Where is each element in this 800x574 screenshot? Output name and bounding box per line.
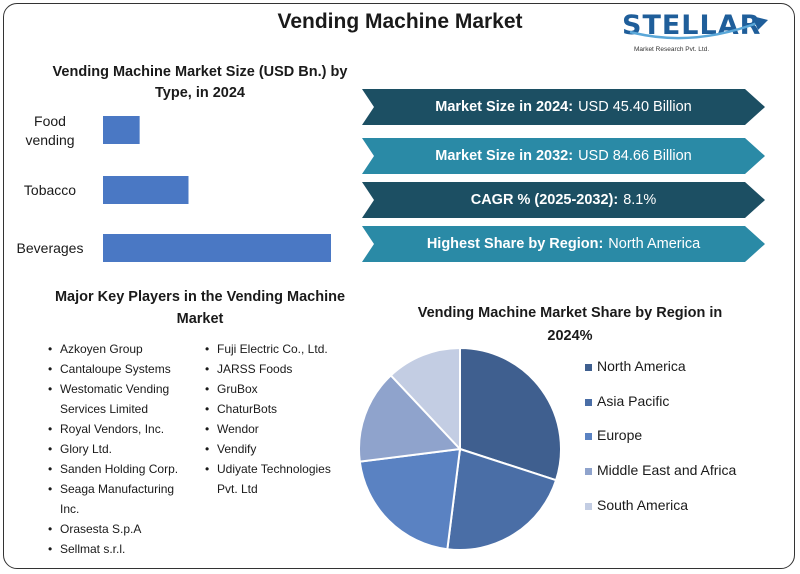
kpi-value: 8.1% xyxy=(623,192,657,208)
logo-subtitle: Market Research Pvt. Ltd. xyxy=(634,46,710,53)
legend-label: North America xyxy=(597,358,686,374)
key-player-item: Orasesta S.p.A xyxy=(48,519,178,539)
logo-arrow-icon xyxy=(629,16,768,40)
legend-item: North America xyxy=(585,358,736,393)
pie-legend: North America Asia Pacific Europe Middle Ea… xyxy=(585,358,736,531)
legend-label: Europe xyxy=(597,427,643,444)
key-player-item: Cantaloupe Systems xyxy=(48,359,178,379)
key-player-item: Westomatic Vending xyxy=(48,379,178,399)
legend-swatch xyxy=(585,433,592,441)
legend-label: South America xyxy=(597,496,689,513)
key-player-item: Sanden Holding Corp. xyxy=(48,459,178,479)
pie-slice-south-america xyxy=(389,346,461,452)
key-player-item-continuation: Services Limited xyxy=(60,402,149,416)
kpi-banner: Highest Share by Region: North America xyxy=(362,226,765,262)
key-player-item: JARSS Foods xyxy=(205,359,331,379)
bar-category-label: Food vending xyxy=(25,113,74,148)
key-players-list-1: Azkoyen GroupCantaloupe SystemsWestomati… xyxy=(48,339,178,559)
banner-arrow-shape xyxy=(362,226,765,262)
key-players-title: Major Key Players in the Vending Machine… xyxy=(54,289,346,327)
key-player-item: Seaga Manufacturing xyxy=(48,479,178,499)
page-title: Vending Machine Market xyxy=(277,10,523,33)
kpi-banner: CAGR % (2025-2032): 8.1% xyxy=(362,182,765,218)
banner-arrow-shape xyxy=(362,138,765,174)
pie-chart xyxy=(358,346,562,551)
key-player-item-continuation: Inc. xyxy=(60,502,80,516)
legend-swatch xyxy=(585,468,592,476)
legend-item: Europe xyxy=(585,427,736,462)
kpi-value: USD 45.40 Billion xyxy=(578,99,692,115)
key-player-item: ChaturBots xyxy=(205,399,331,419)
banner-arrow-shape xyxy=(362,89,765,125)
key-players-list-2: Fuji Electric Co., Ltd.JARSS FoodsGruBox… xyxy=(205,339,331,499)
key-player-item: Vendify xyxy=(205,439,331,459)
kpi-label: CAGR % (2025-2032): xyxy=(470,192,619,208)
kpi-banner: Market Size in 2032: USD 84.66 Billion xyxy=(362,138,765,174)
legend-swatch xyxy=(585,398,592,406)
key-player-item-continuation: Pvt. Ltd xyxy=(217,482,258,496)
legend-label: Asia Pacific xyxy=(597,392,670,409)
legend-swatch xyxy=(585,502,592,510)
bar-tobacco xyxy=(103,176,189,204)
kpi-label: Market Size in 2032: xyxy=(435,148,574,164)
legend-item: Asia Pacific xyxy=(585,393,736,428)
legend-label: Middle East and Africa xyxy=(597,462,737,479)
key-player-item: Sellmat s.r.l. xyxy=(48,539,178,559)
pie-chart-title: Vending Machine Market Share by Region i… xyxy=(417,305,723,344)
bar-category-label: Tobacco xyxy=(24,182,76,198)
bar-chart: Food vending Tobacco Beverages xyxy=(17,113,331,262)
kpi-label: Highest Share by Region: xyxy=(426,236,604,252)
legend-swatch xyxy=(585,364,592,371)
bar-chart-title: Vending Machine Market Size (USD Bn.) by… xyxy=(52,64,348,101)
banner-arrow-shape xyxy=(362,182,765,218)
pie-slice-north-america xyxy=(459,346,562,482)
kpi-banner: Market Size in 2024: USD 45.40 Billion xyxy=(362,89,765,125)
pie-slice-europe xyxy=(358,447,462,551)
legend-item: South America xyxy=(585,497,736,532)
stellar-logo: STELLAR Market Research Pvt. Ltd. xyxy=(622,8,772,58)
key-player-item: Royal Vendors, Inc. xyxy=(48,419,178,439)
kpi-value: USD 84.66 Billion xyxy=(578,148,692,164)
kpi-value: North America xyxy=(608,236,701,252)
key-player-item: Fuji Electric Co., Ltd. xyxy=(205,339,331,359)
key-player-item: Glory Ltd. xyxy=(48,439,178,459)
legend-item: Middle East and Africa xyxy=(585,462,736,497)
key-player-item: Azkoyen Group xyxy=(48,339,178,359)
page-frame xyxy=(3,3,795,569)
bar-food-vending xyxy=(103,116,140,144)
key-player-item: Udiyate Technologies xyxy=(205,459,331,479)
pie-slice-asia-pacific xyxy=(446,447,558,551)
bar-beverages xyxy=(103,234,331,262)
key-player-item: GruBox xyxy=(205,379,331,399)
pie-slice-middle-east-and-africa xyxy=(358,373,463,463)
key-player-item: Wendor xyxy=(205,419,331,439)
bar-category-label: Beverages xyxy=(17,240,84,256)
kpi-label: Market Size in 2024: xyxy=(435,99,574,115)
